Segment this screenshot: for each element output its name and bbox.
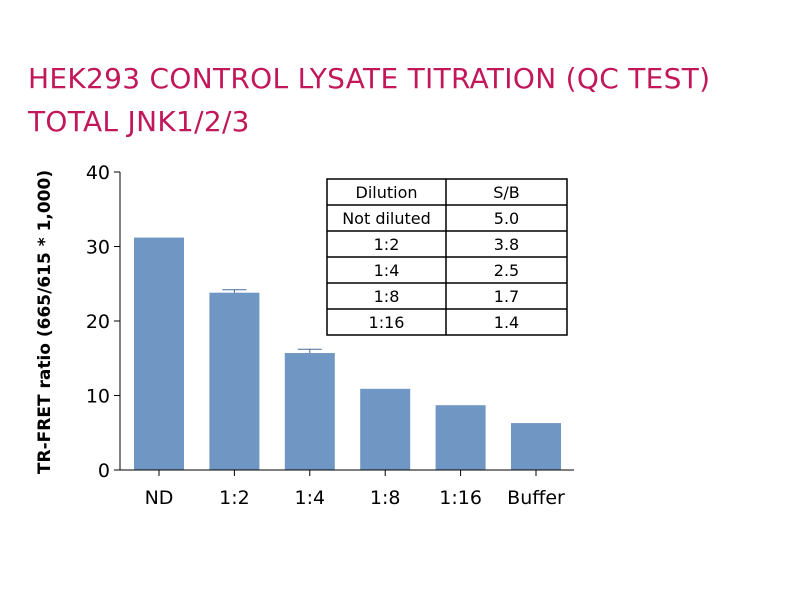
inset-table-cell: 1:4 <box>374 261 400 280</box>
x-tick-label: 1:2 <box>219 487 250 509</box>
x-ticks-group: ND 1:2 1:4 1:8 1:16 Buffer <box>145 470 565 509</box>
x-tick-label: 1:8 <box>370 487 401 509</box>
inset-table-header-cell: S/B <box>493 183 520 202</box>
y-ticks-group: 0 10 20 30 40 <box>86 162 120 482</box>
inset-table-cell: 3.8 <box>494 235 519 254</box>
error-bars-group <box>222 289 322 354</box>
y-tick-label: 20 <box>86 311 110 333</box>
inset-table-cell: 1:2 <box>374 235 400 254</box>
bar-buffer <box>511 423 561 470</box>
y-tick-label: 0 <box>98 460 110 482</box>
x-tick-label: ND <box>145 487 174 509</box>
inset-table-cell: 1.7 <box>494 287 519 306</box>
x-tick-label: 1:16 <box>439 487 482 509</box>
inset-table-cell: 1.4 <box>494 313 519 332</box>
y-tick-label: 40 <box>86 162 110 184</box>
bar-1-4 <box>284 353 335 470</box>
inset-table-cell: 5.0 <box>494 209 519 228</box>
bar-1-16 <box>435 405 486 470</box>
y-tick-label: 30 <box>86 237 110 259</box>
inset-table-cell: 1:8 <box>374 287 400 306</box>
inset-table-cell: 1:16 <box>369 313 405 332</box>
x-tick-label: 1:4 <box>295 487 326 509</box>
bars-group <box>134 237 561 470</box>
inset-table-header-cell: Dilution <box>356 183 418 202</box>
inset-table-cell: 2.5 <box>494 261 519 280</box>
y-tick-label: 10 <box>86 386 110 408</box>
chart-title: HEK293 CONTROL LYSATE TITRATION (QC TEST… <box>28 62 711 95</box>
y-axis-label: TR-FRET ratio (665/615 * 1,000) <box>35 170 55 474</box>
x-tick-label: Buffer <box>507 487 565 509</box>
bar-1-8 <box>360 388 411 470</box>
inset-table: Dilution S/B Not diluted 5.0 1:2 3.8 1:4 2.5 1:8… <box>326 178 568 336</box>
inset-table-cell: Not diluted <box>342 209 431 228</box>
chart-subtitle: TOTAL JNK1/2/3 <box>28 105 250 138</box>
bar-1-2 <box>209 292 260 470</box>
bar-nd <box>134 237 184 470</box>
